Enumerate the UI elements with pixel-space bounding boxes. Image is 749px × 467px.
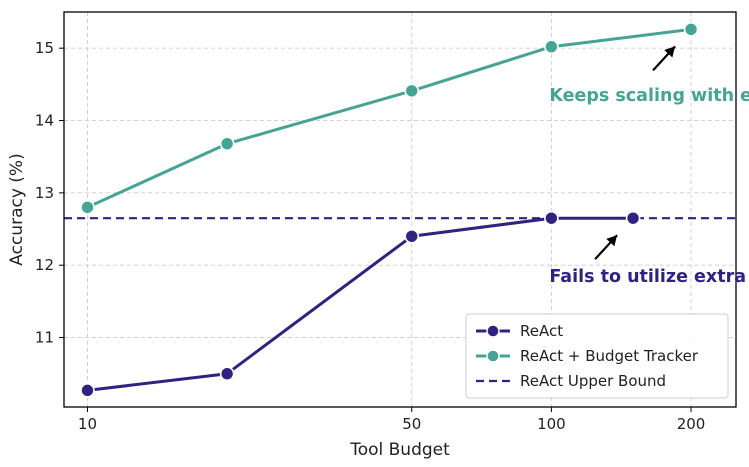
annotation-arrowhead-2: [606, 235, 618, 247]
y-axis-title: Accuracy (%): [7, 153, 27, 265]
series-1-point: [544, 210, 559, 226]
legend-swatch-marker: [486, 324, 500, 338]
legend-swatch-marker: [486, 349, 500, 363]
legend: ReAct ReAct + Budget Tracker ReAct Upper B…: [465, 313, 729, 399]
legend-label: ReAct Upper Bound: [520, 372, 666, 390]
y-tick-label: 13: [35, 184, 54, 202]
annotation-label-1: Keeps scaling with extra budget: [549, 86, 749, 106]
legend-box: [465, 313, 729, 399]
x-tick-label: 100: [537, 415, 566, 433]
x-tick-label: 50: [402, 415, 421, 433]
series-layer: [80, 22, 699, 398]
legend-label: ReAct: [520, 322, 563, 340]
y-tick-label: 14: [35, 112, 54, 130]
x-tick-label: 200: [677, 415, 706, 433]
x-axis-title: Tool Budget: [349, 440, 450, 460]
y-tick-label: 15: [35, 39, 54, 57]
series-2-point: [219, 136, 235, 151]
grid: [64, 12, 736, 407]
ticks: 10 50 100 200 11 12 13 14 15: [35, 39, 705, 433]
y-tick-label: 12: [35, 256, 54, 274]
series-1-point: [219, 366, 235, 382]
annotation-arrowhead-1: [664, 46, 676, 58]
annotations: Keeps scaling with extra budget Fails to …: [549, 45, 749, 287]
series-1-point: [404, 228, 420, 244]
series-1-point: [80, 383, 95, 398]
x-tick-label: 10: [78, 415, 97, 433]
y-tick-label: 11: [35, 329, 54, 347]
annotation-label-2: Fails to utilize extra budget: [549, 267, 749, 287]
series-2-point: [544, 39, 559, 55]
plot-frame: [63, 11, 737, 408]
series-1-point: [625, 210, 641, 226]
series-2-point: [80, 200, 95, 215]
series-2-point: [683, 22, 699, 37]
series-2-point: [404, 83, 420, 99]
legend-label: ReAct + Budget Tracker: [520, 347, 699, 365]
